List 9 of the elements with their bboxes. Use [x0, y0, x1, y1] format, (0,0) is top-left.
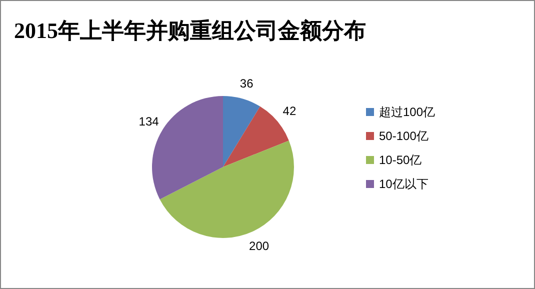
chart-title: 2015年上半年并购重组公司金额分布 [14, 18, 366, 43]
data-label: 42 [282, 104, 296, 118]
legend-label: 超过100亿 [379, 105, 436, 119]
legend-label: 10亿以下 [379, 177, 428, 191]
legend-label: 50-100亿 [379, 129, 428, 143]
data-label: 200 [249, 239, 270, 254]
data-label: 134 [138, 114, 160, 129]
data-label: 36 [240, 76, 254, 90]
legend-label: 10-50亿 [379, 153, 422, 167]
